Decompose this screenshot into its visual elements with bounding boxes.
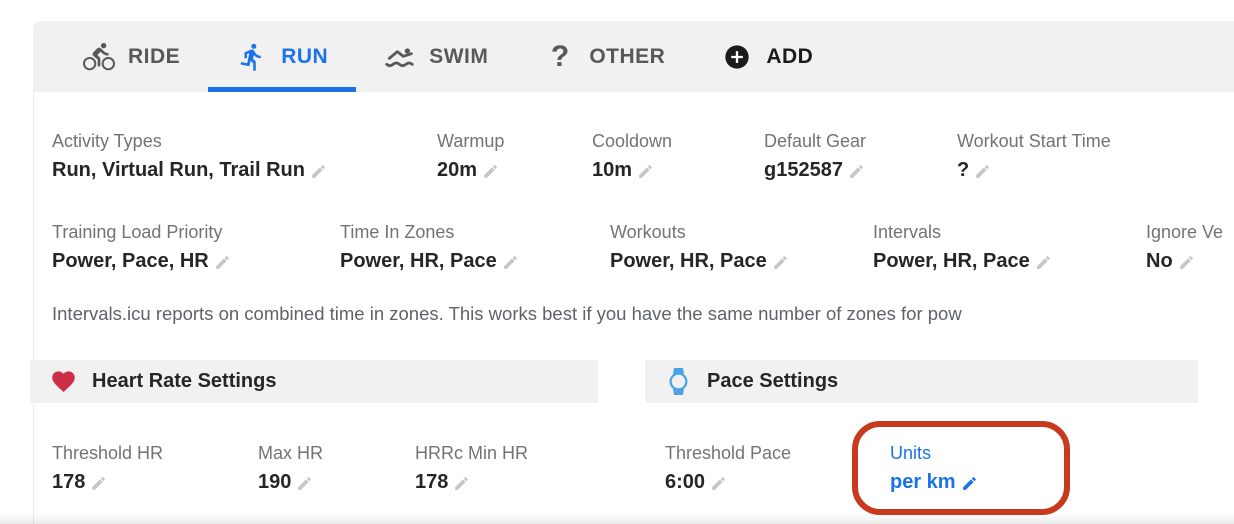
edit-pencil-icon[interactable] xyxy=(974,163,991,180)
warmup-edit[interactable]: 20m xyxy=(437,158,504,182)
tab-add[interactable]: ADD xyxy=(693,21,841,92)
workouts-edit[interactable]: Power, HR, Pace xyxy=(610,249,789,273)
edit-pencil-icon[interactable] xyxy=(90,475,107,492)
heart-icon xyxy=(50,368,77,395)
watch-icon xyxy=(665,368,692,395)
activity-types-edit[interactable]: Run, Virtual Run, Trail Run xyxy=(52,158,327,182)
tab-swim[interactable]: SWIM xyxy=(356,21,516,92)
edit-pencil-icon[interactable] xyxy=(310,163,327,180)
pace-settings-title: Pace Settings xyxy=(707,370,839,392)
field-threshold-pace: Threshold Pace 6:00 xyxy=(665,442,791,494)
threshold-pace-label: Threshold Pace xyxy=(665,443,792,463)
field-default-gear: Default Gear g152587 xyxy=(764,130,866,182)
workouts-label: Workouts xyxy=(610,222,686,242)
field-workouts: Workouts Power, HR, Pace xyxy=(610,221,789,273)
tab-other-label: OTHER xyxy=(589,44,666,68)
max-hr-edit[interactable]: 190 xyxy=(258,470,323,494)
edit-pencil-icon[interactable] xyxy=(848,163,865,180)
edit-pencil-icon[interactable] xyxy=(502,254,519,271)
warmup-label: Warmup xyxy=(437,131,505,151)
tab-ride-label: RIDE xyxy=(128,44,181,68)
edit-pencil-icon[interactable] xyxy=(637,163,654,180)
threshold-pace-edit[interactable]: 6:00 xyxy=(665,470,791,494)
bike-icon xyxy=(83,41,115,73)
default-gear-label: Default Gear xyxy=(764,131,867,151)
tab-run-label: RUN xyxy=(281,44,329,68)
swimmer-icon xyxy=(384,41,416,73)
units-label: Units xyxy=(890,443,932,463)
hrrc-min-hr-label: HRRc Min HR xyxy=(415,443,529,463)
field-ignore-velocity: Ignore Ve No xyxy=(1146,221,1223,273)
zones-note-text: Intervals.icu reports on combined time i… xyxy=(52,303,962,324)
tab-other[interactable]: ? OTHER xyxy=(516,21,693,92)
field-units: Units per km xyxy=(890,442,978,494)
ignore-velocity-edit[interactable]: No xyxy=(1146,249,1223,273)
heart-rate-settings-title: Heart Rate Settings xyxy=(92,370,277,392)
tab-add-label: ADD xyxy=(766,44,814,68)
runner-icon xyxy=(236,41,268,73)
edit-pencil-icon[interactable] xyxy=(214,254,231,271)
sport-tab-bar: RIDE RUN SWIM ? OTHER ADD xyxy=(33,21,1234,92)
workout-start-time-label: Workout Start Time xyxy=(957,131,1111,151)
training-load-priority-label: Training Load Priority xyxy=(52,222,223,242)
field-max-hr: Max HR 190 xyxy=(258,442,323,494)
edit-pencil-icon[interactable] xyxy=(482,163,499,180)
field-threshold-hr: Threshold HR 178 xyxy=(52,442,163,494)
edit-pencil-icon[interactable] xyxy=(453,475,470,492)
tab-run[interactable]: RUN xyxy=(208,21,357,92)
field-time-in-zones: Time In Zones Power, HR, Pace xyxy=(340,221,519,273)
edit-pencil-icon[interactable] xyxy=(1178,254,1195,271)
max-hr-label: Max HR xyxy=(258,443,324,463)
field-activity-types: Activity Types Run, Virtual Run, Trail R… xyxy=(52,130,327,182)
training-load-priority-edit[interactable]: Power, Pace, HR xyxy=(52,249,231,273)
time-in-zones-label: Time In Zones xyxy=(340,222,455,242)
activity-types-label: Activity Types xyxy=(52,131,162,151)
intervals-label: Intervals xyxy=(873,222,942,242)
pace-settings-header: Pace Settings xyxy=(645,360,1198,403)
field-warmup: Warmup 20m xyxy=(437,130,504,182)
field-hrrc-min-hr: HRRc Min HR 178 xyxy=(415,442,528,494)
units-edit[interactable]: per km xyxy=(890,470,978,494)
field-cooldown: Cooldown 10m xyxy=(592,130,672,182)
edit-pencil-icon[interactable] xyxy=(710,475,727,492)
plus-circle-icon xyxy=(721,41,753,73)
edit-pencil-icon[interactable] xyxy=(961,475,978,492)
heart-rate-settings-header: Heart Rate Settings xyxy=(30,360,598,403)
threshold-hr-edit[interactable]: 178 xyxy=(52,470,163,494)
field-workout-start-time: Workout Start Time ? xyxy=(957,130,1111,182)
threshold-hr-label: Threshold HR xyxy=(52,443,164,463)
time-in-zones-edit[interactable]: Power, HR, Pace xyxy=(340,249,519,273)
ignore-velocity-label: Ignore Ve xyxy=(1146,222,1224,242)
field-intervals: Intervals Power, HR, Pace xyxy=(873,221,1052,273)
bottom-edge-shadow xyxy=(0,513,1234,524)
question-mark-icon: ? xyxy=(550,39,570,73)
edit-pencil-icon[interactable] xyxy=(1035,254,1052,271)
edit-pencil-icon[interactable] xyxy=(296,475,313,492)
cooldown-edit[interactable]: 10m xyxy=(592,158,672,182)
tab-swim-label: SWIM xyxy=(429,44,489,68)
default-gear-edit[interactable]: g152587 xyxy=(764,158,866,182)
panel-left-edge xyxy=(33,92,34,524)
edit-pencil-icon[interactable] xyxy=(772,254,789,271)
tab-ride[interactable]: RIDE xyxy=(55,21,208,92)
field-training-load-priority: Training Load Priority Power, Pace, HR xyxy=(52,221,231,273)
hrrc-min-hr-edit[interactable]: 178 xyxy=(415,470,528,494)
workout-start-time-edit[interactable]: ? xyxy=(957,158,1111,182)
intervals-edit[interactable]: Power, HR, Pace xyxy=(873,249,1052,273)
cooldown-label: Cooldown xyxy=(592,131,673,151)
